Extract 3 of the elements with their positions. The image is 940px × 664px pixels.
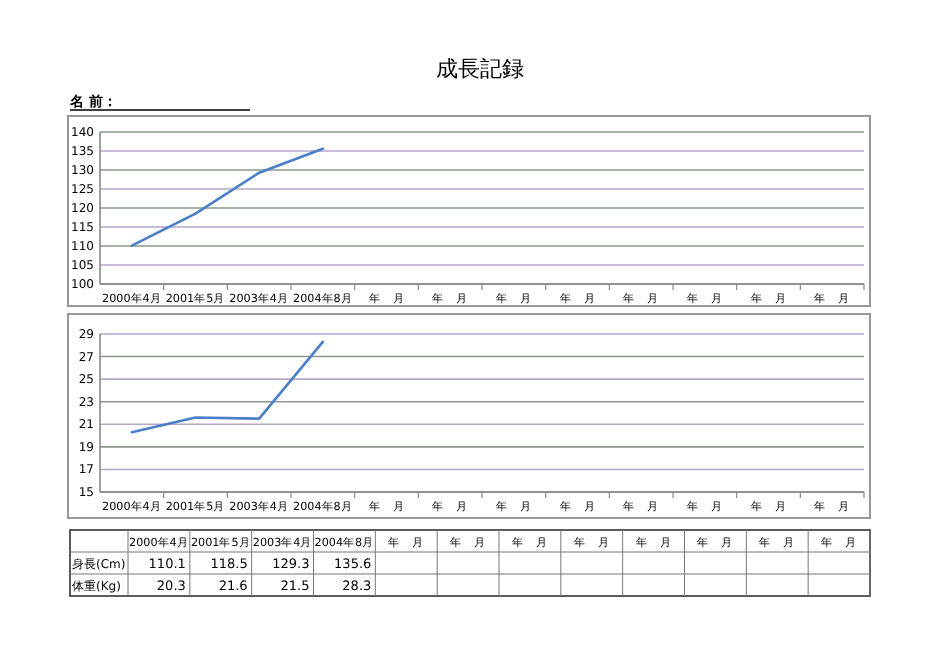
line-series	[130, 147, 325, 247]
line-series	[130, 340, 325, 434]
chart-title: 成長記録	[436, 56, 524, 82]
